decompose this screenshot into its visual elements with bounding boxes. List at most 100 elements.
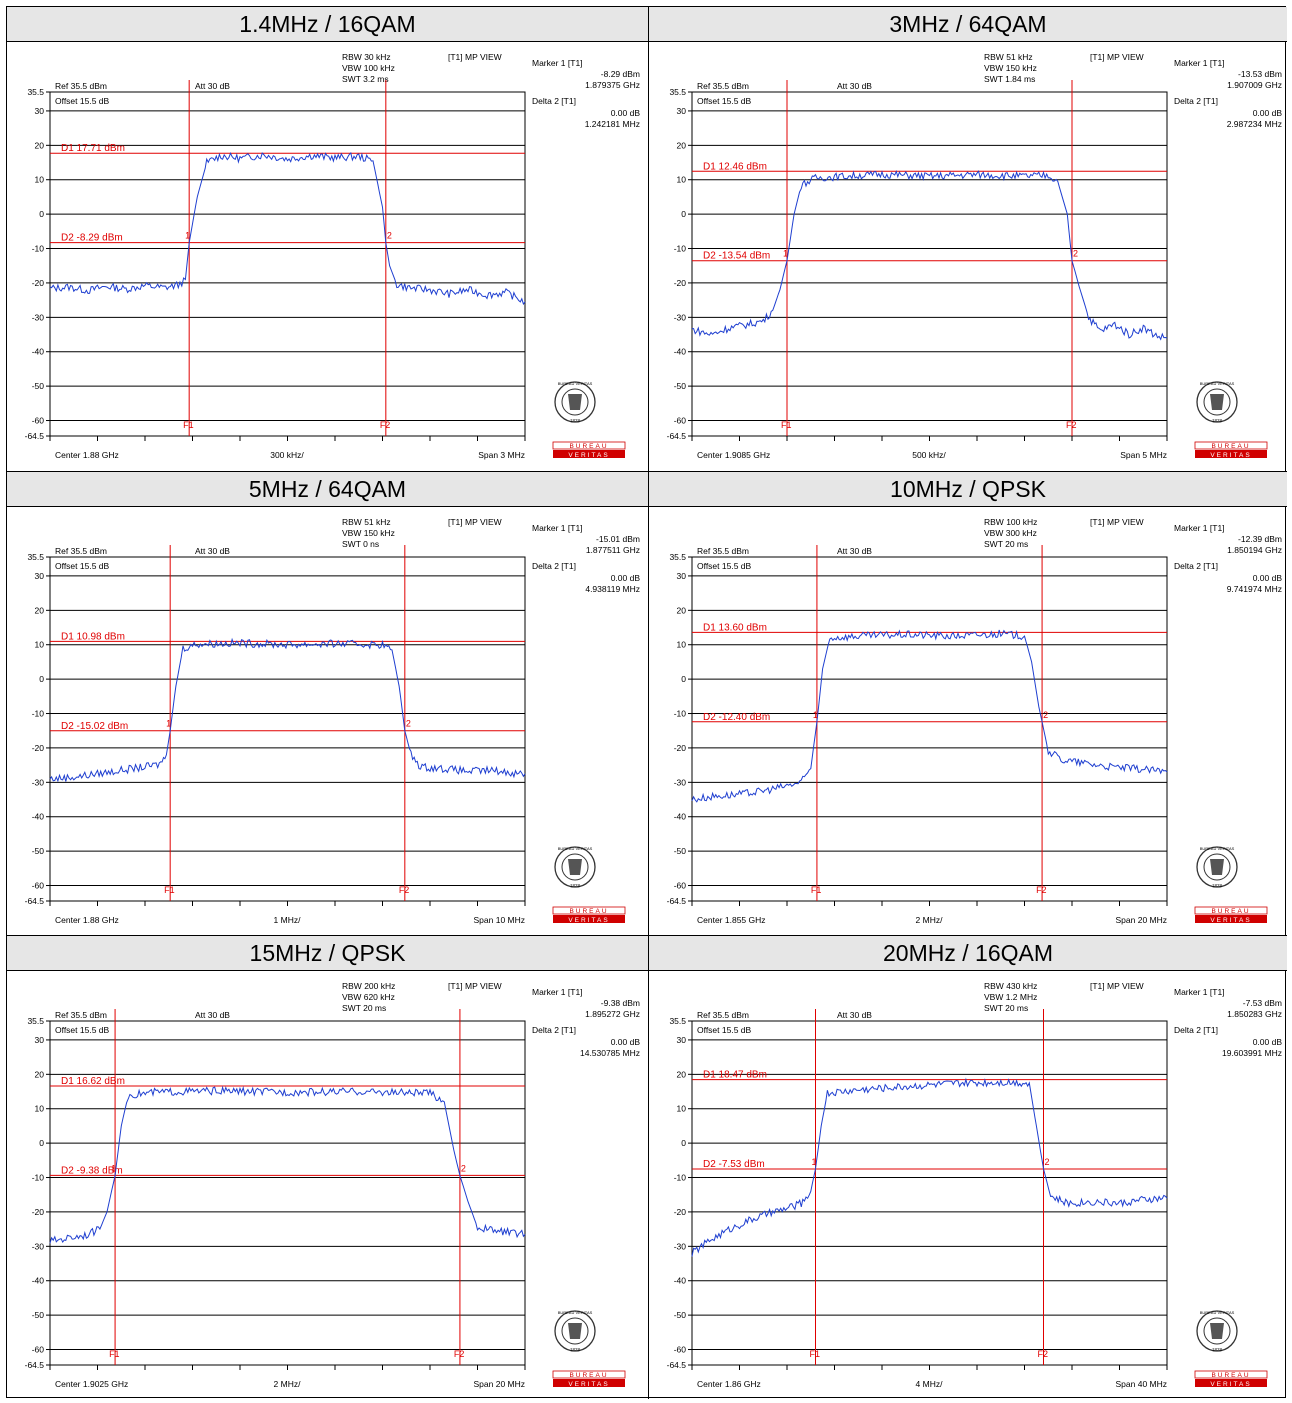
y-tick-label: -20	[674, 1207, 687, 1217]
y-tick-label: 30	[677, 1035, 687, 1045]
vbw-label: VBW 1.2 MHz	[984, 992, 1037, 1002]
panel-title: 5MHz / 64QAM	[7, 472, 648, 507]
d1-label: D1 17.71 dBm	[61, 143, 125, 154]
y-tick-label: 35.5	[27, 87, 44, 97]
marker1-freq: 1.850283 GHz	[1227, 1009, 1282, 1019]
logo-outer-ring	[1196, 381, 1238, 423]
marker-2: 2	[1045, 1157, 1050, 1167]
logo-emblem	[1210, 394, 1224, 410]
spectrum-trace	[692, 169, 1168, 341]
marker1-title: Marker 1 [T1]	[532, 523, 583, 533]
marker-2: 2	[1073, 249, 1078, 259]
logo-ring-text: BUREAU VERITAS	[1200, 846, 1235, 851]
delta2-freq: 2.987234 MHz	[1227, 119, 1282, 129]
marker1-freq: 1.895272 GHz	[585, 1009, 640, 1019]
d1-label: D1 12.46 dBm	[703, 161, 767, 172]
delta2-title: Delta 2 [T1]	[532, 96, 576, 106]
f1-label: F1	[781, 420, 792, 430]
y-tick-label: -64.5	[667, 431, 687, 441]
y-tick-label: -60	[32, 881, 45, 891]
logo-outer-ring	[554, 381, 596, 423]
d2-label: D2 -15.02 dBm	[61, 721, 128, 732]
panel-2: 3MHz / 64QAM RBW 51 kHz VBW 150 kHz SWT 1.…	[649, 7, 1287, 471]
y-tick-label: 20	[677, 1069, 687, 1079]
logo-veritas: VERITAS	[568, 452, 609, 459]
y-tick-label: 30	[35, 571, 45, 581]
y-tick-label: -20	[32, 278, 45, 288]
vbw-label: VBW 150 kHz	[984, 63, 1037, 73]
delta2-value: 0.00 dB	[1253, 573, 1283, 583]
panel-title: 10MHz / QPSK	[649, 472, 1287, 507]
y-tick-label: 0	[39, 209, 44, 219]
y-tick-label: -40	[674, 1276, 687, 1286]
y-tick-label: -10	[32, 1173, 45, 1183]
bureau-veritas-logo: BUREAU VERITAS 1828 BUREAU VERITAS	[552, 1310, 626, 1388]
panel-1: 1.4MHz / 16QAM RBW 30 kHz VBW 100 kHz SWT …	[7, 7, 648, 471]
y-tick-label: -20	[32, 1207, 45, 1217]
swt-label: SWT 20 ms	[342, 1003, 386, 1013]
panel-4: 10MHz / QPSK RBW 100 kHz VBW 300 kHz SWT 2…	[649, 472, 1287, 935]
y-tick-label: 0	[681, 1138, 686, 1148]
y-tick-label: -60	[32, 416, 45, 426]
logo-bar-bottom	[553, 450, 625, 458]
logo-veritas: VERITAS	[1210, 917, 1251, 924]
y-tick-label: 30	[35, 106, 45, 116]
y-tick-label: 10	[677, 640, 687, 650]
div-label: 2 MHz/	[916, 915, 944, 925]
spectrum-trace	[691, 1077, 1168, 1257]
marker1-freq: 1.877511 GHz	[586, 545, 640, 555]
logo-outer-ring	[554, 1310, 596, 1352]
d1-label: D1 10.98 dBm	[61, 631, 125, 642]
delta2-title: Delta 2 [T1]	[532, 561, 576, 571]
bureau-veritas-logo: BUREAU VERITAS 1828 BUREAU VERITAS	[1194, 846, 1268, 924]
delta2-value: 0.00 dB	[611, 108, 641, 118]
f2-label: F2	[1038, 1349, 1049, 1359]
view-label: [T1] MP VIEW	[448, 981, 502, 991]
bureau-veritas-logo: BUREAU VERITAS 1828 BUREAU VERITAS	[1194, 381, 1268, 459]
marker-1: 1	[812, 1157, 817, 1167]
marker-1: 1	[813, 710, 818, 720]
logo-veritas: VERITAS	[1210, 452, 1251, 459]
y-tick-label: 30	[677, 106, 687, 116]
y-tick-label: 30	[677, 571, 687, 581]
logo-veritas: VERITAS	[568, 1381, 609, 1388]
y-tick-label: 35.5	[27, 552, 44, 562]
marker-2: 2	[461, 1163, 466, 1173]
logo-year: 1828	[1212, 418, 1223, 423]
y-tick-label: -64.5	[25, 1360, 45, 1370]
logo-year: 1828	[570, 883, 581, 888]
y-tick-label: 0	[681, 209, 686, 219]
logo-inner-ring	[1203, 853, 1231, 881]
swt-label: SWT 20 ms	[984, 539, 1028, 549]
div-label: 300 kHz/	[270, 450, 304, 460]
y-tick-label: -60	[32, 1345, 45, 1355]
offset-label: Offset 15.5 dB	[697, 561, 752, 571]
logo-inner-ring	[561, 853, 589, 881]
rbw-label: RBW 430 kHz	[984, 981, 1037, 991]
y-tick-label: 0	[39, 674, 44, 684]
y-tick-label: 35.5	[669, 552, 686, 562]
div-label: 2 MHz/	[274, 1379, 302, 1389]
center-label: Center 1.88 GHz	[55, 450, 119, 460]
y-tick-label: -50	[32, 846, 45, 856]
center-label: Center 1.855 GHz	[697, 915, 766, 925]
y-tick-label: 10	[35, 175, 45, 185]
spectrum-trace	[691, 629, 1168, 803]
y-tick-label: -30	[674, 777, 687, 787]
att-label: Att 30 dB	[837, 1010, 872, 1020]
y-tick-label: -40	[674, 812, 687, 822]
marker1-freq: 1.879375 GHz	[585, 80, 640, 90]
y-tick-label: -60	[674, 1345, 687, 1355]
logo-year: 1828	[1212, 883, 1223, 888]
y-tick-label: 20	[677, 140, 687, 150]
marker1-value: -12.39 dBm	[1238, 534, 1282, 544]
marker1-title: Marker 1 [T1]	[1174, 58, 1225, 68]
y-tick-label: -50	[674, 381, 687, 391]
swt-label: SWT 1.84 ms	[984, 74, 1035, 84]
y-tick-label: 10	[677, 1104, 687, 1114]
att-label: Att 30 dB	[837, 81, 872, 91]
y-tick-label: -40	[32, 812, 45, 822]
logo-emblem	[1210, 859, 1224, 875]
